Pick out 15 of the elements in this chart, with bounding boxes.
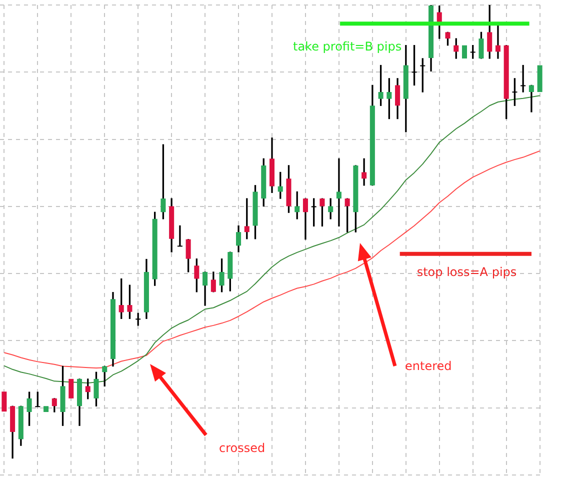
candlestick xyxy=(362,158,367,186)
annotation: crossed xyxy=(219,441,266,456)
candlestick xyxy=(2,392,7,412)
candlestick xyxy=(462,45,468,58)
candlestick xyxy=(177,225,182,247)
annotation: entered xyxy=(405,359,452,374)
candlestick xyxy=(68,378,74,398)
candlestick xyxy=(336,158,342,227)
ref-line-label: take profit=B pips xyxy=(293,40,402,54)
candlestick xyxy=(528,84,534,112)
candlestick xyxy=(520,64,526,92)
ref-line-label: stop loss=A pips xyxy=(416,264,517,279)
candlestick xyxy=(495,25,500,59)
candlestick xyxy=(44,406,49,412)
candlestick xyxy=(537,65,542,92)
